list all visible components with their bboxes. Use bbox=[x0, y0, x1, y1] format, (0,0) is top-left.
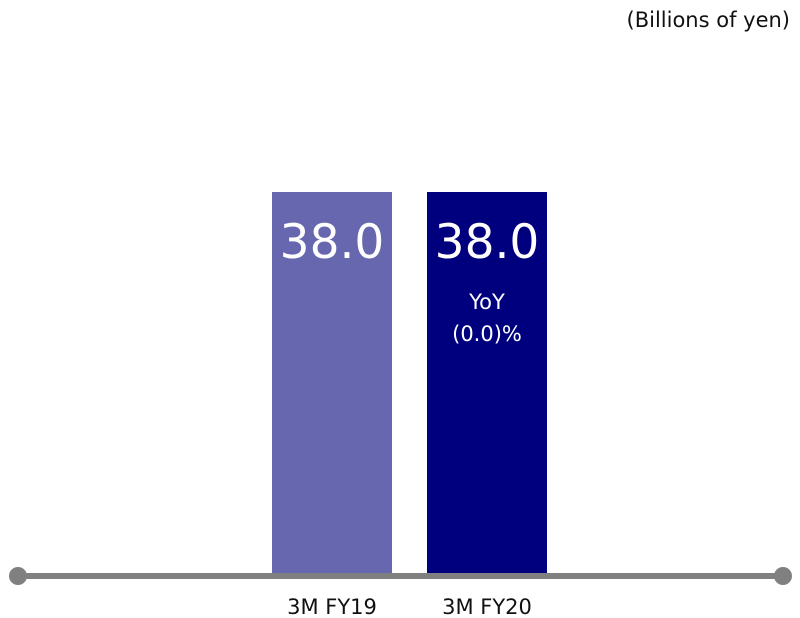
labels-layer: 38.0 3M FY19 38.0 3M FY20 YoY (0.0)% bbox=[280, 215, 540, 618]
axis-endpoint-right bbox=[774, 567, 792, 585]
axis-endpoint-left bbox=[9, 567, 27, 585]
bar-3m-fy20 bbox=[427, 192, 547, 576]
yoy-annotation: YoY bbox=[468, 290, 505, 314]
data-label: 38.0 bbox=[435, 215, 540, 270]
data-label: 38.0 bbox=[280, 215, 385, 270]
bar-3m-fy19 bbox=[272, 192, 392, 576]
category-label: 3M FY20 bbox=[442, 595, 532, 618]
axis-layer bbox=[9, 567, 792, 585]
bars-layer bbox=[272, 192, 547, 576]
category-label: 3M FY19 bbox=[287, 595, 377, 618]
unit-label: (Billions of yen) bbox=[626, 8, 790, 32]
yoy-annotation: (0.0)% bbox=[452, 322, 522, 346]
